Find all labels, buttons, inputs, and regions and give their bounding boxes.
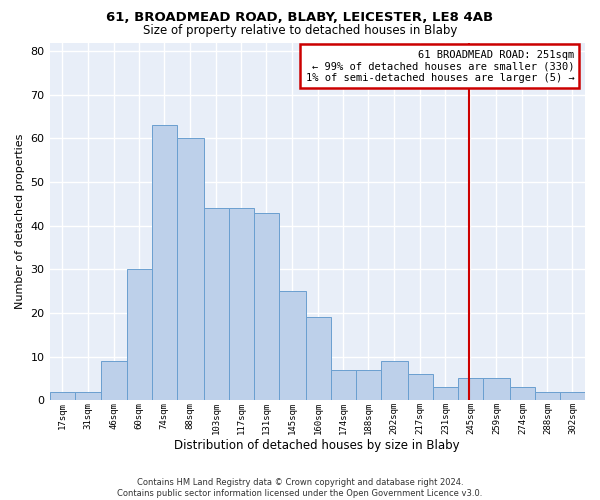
Bar	[483, 378, 510, 400]
Bar	[408, 374, 433, 400]
Bar	[458, 378, 483, 400]
Bar	[127, 270, 152, 400]
Bar	[510, 387, 535, 400]
Bar	[50, 392, 74, 400]
Bar	[229, 208, 254, 400]
Bar	[356, 370, 381, 400]
Text: Contains HM Land Registry data © Crown copyright and database right 2024.
Contai: Contains HM Land Registry data © Crown c…	[118, 478, 482, 498]
Text: 61, BROADMEAD ROAD, BLABY, LEICESTER, LE8 4AB: 61, BROADMEAD ROAD, BLABY, LEICESTER, LE…	[106, 11, 494, 24]
Bar	[74, 392, 101, 400]
Bar	[203, 208, 229, 400]
Bar	[101, 361, 127, 401]
Text: Size of property relative to detached houses in Blaby: Size of property relative to detached ho…	[143, 24, 457, 37]
Bar	[331, 370, 356, 400]
Bar	[433, 387, 458, 400]
Bar	[535, 392, 560, 400]
Y-axis label: Number of detached properties: Number of detached properties	[15, 134, 25, 309]
Bar	[254, 212, 279, 400]
Bar	[560, 392, 585, 400]
Bar	[305, 318, 331, 400]
Bar	[381, 361, 408, 401]
Bar	[176, 138, 203, 400]
Text: 61 BROADMEAD ROAD: 251sqm
← 99% of detached houses are smaller (330)
1% of semi-: 61 BROADMEAD ROAD: 251sqm ← 99% of detac…	[305, 50, 574, 83]
Bar	[279, 291, 305, 401]
Bar	[152, 126, 176, 400]
X-axis label: Distribution of detached houses by size in Blaby: Distribution of detached houses by size …	[175, 440, 460, 452]
